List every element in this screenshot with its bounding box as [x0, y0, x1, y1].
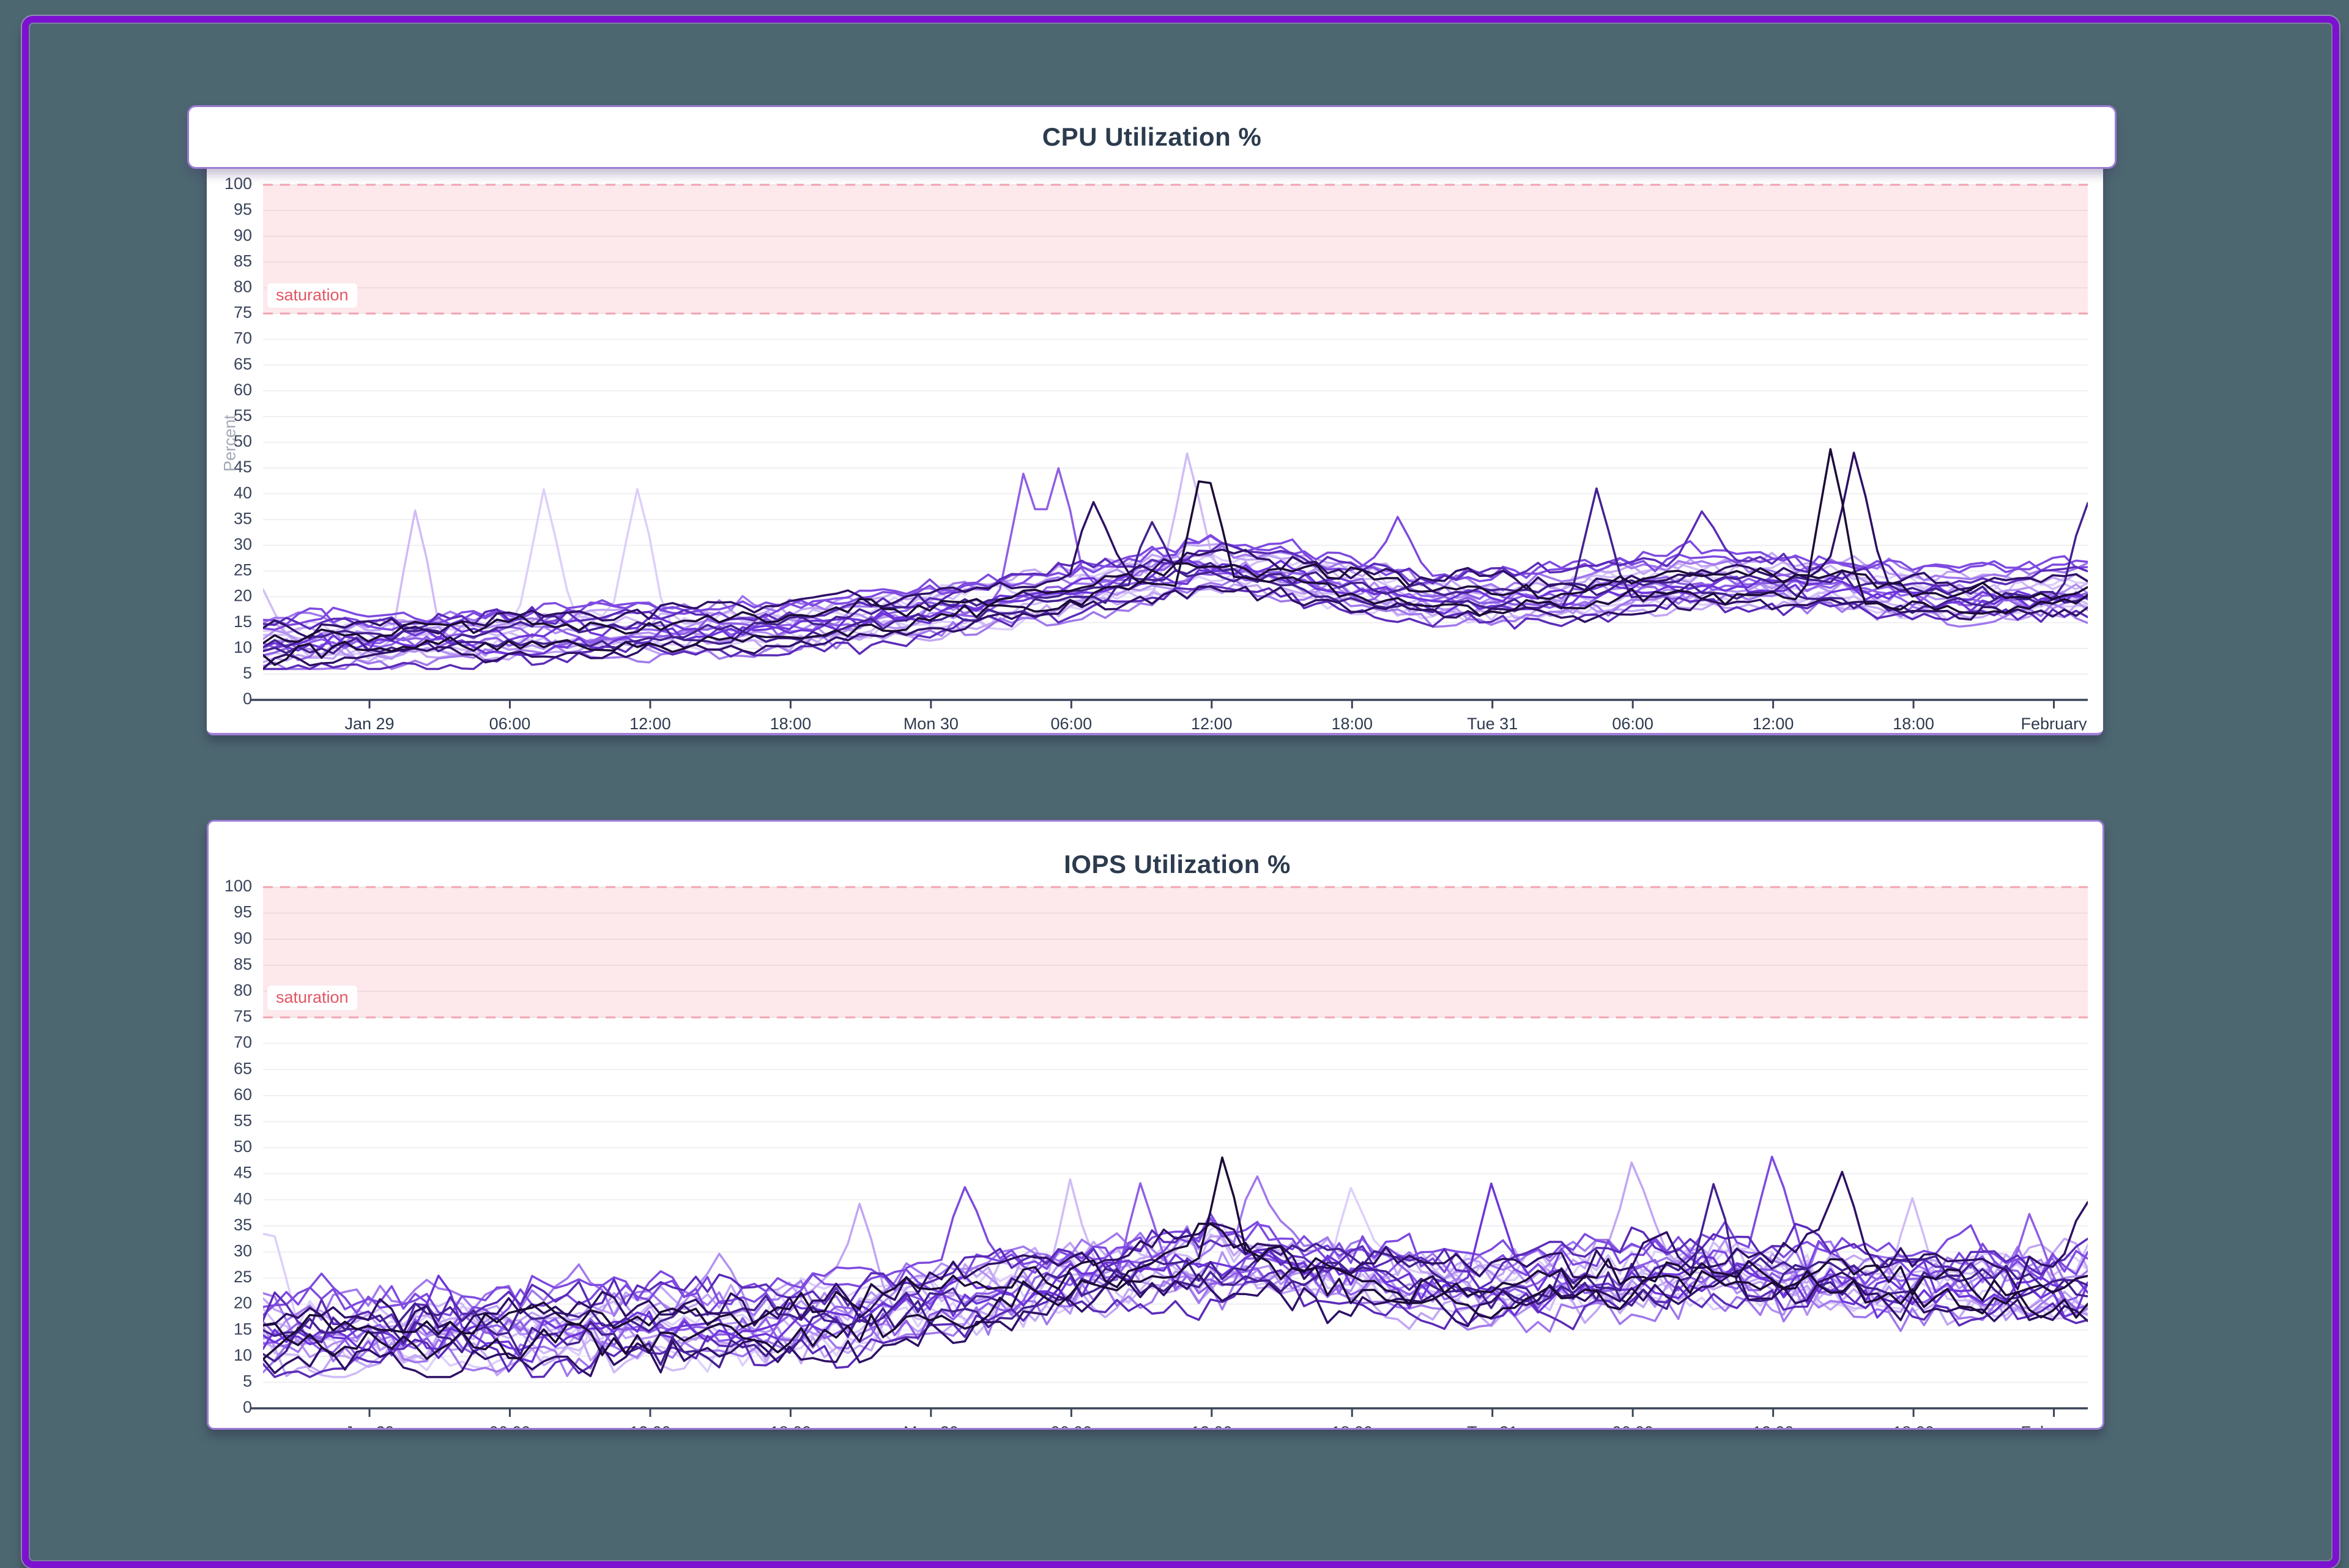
svg-text:06:00: 06:00	[1051, 715, 1093, 730]
svg-text:100: 100	[225, 877, 252, 895]
svg-text:25: 25	[234, 1268, 252, 1286]
svg-text:90: 90	[234, 226, 252, 244]
iops-saturation-label: saturation	[267, 986, 357, 1010]
svg-text:45: 45	[234, 458, 252, 476]
iops-panel[interactable]: IOPS Utilization % 0 5 10 15 20 25 30 35 40 45 50 5…	[207, 820, 2104, 1430]
cpu-panel[interactable]: 0 5 10 15 20 25 30 35 40 45 50 55 60 65 70 75 80 85 90 95 10…	[207, 135, 2103, 735]
svg-text:06:00: 06:00	[1612, 1423, 1653, 1428]
svg-text:95: 95	[234, 200, 252, 218]
cpu-y-axis-label: Percent	[220, 414, 239, 472]
svg-text:30: 30	[234, 535, 252, 554]
svg-text:55: 55	[234, 406, 252, 425]
svg-text:70: 70	[234, 329, 252, 347]
svg-text:75: 75	[234, 303, 252, 322]
svg-text:18:00: 18:00	[1331, 715, 1373, 730]
svg-text:06:00: 06:00	[1051, 1423, 1093, 1428]
svg-text:February: February	[2021, 715, 2088, 730]
svg-text:Tue 31: Tue 31	[1467, 715, 1518, 730]
iops-panel-title: IOPS Utilization %	[1064, 850, 1291, 879]
svg-text:12:00: 12:00	[629, 715, 671, 730]
svg-text:06:00: 06:00	[1612, 715, 1653, 730]
svg-text:February: February	[2021, 1423, 2088, 1428]
svg-text:40: 40	[234, 483, 252, 502]
iops-chart-plot[interactable]: 0 5 10 15 20 25 30 35 40 45 50 55 60 65 70 75 80 85 90 95 10…	[209, 822, 2102, 1428]
svg-text:0: 0	[243, 689, 252, 708]
svg-text:70: 70	[234, 1033, 252, 1052]
svg-text:35: 35	[234, 1216, 252, 1234]
cpu-saturation-label: saturation	[267, 283, 357, 308]
svg-text:65: 65	[234, 1059, 252, 1077]
svg-text:10: 10	[234, 1346, 252, 1364]
svg-text:18:00: 18:00	[1331, 1423, 1373, 1428]
svg-text:10: 10	[234, 638, 252, 656]
svg-text:55: 55	[234, 1112, 252, 1130]
svg-text:65: 65	[234, 355, 252, 373]
svg-text:18:00: 18:00	[770, 1423, 812, 1428]
svg-text:85: 85	[234, 955, 252, 973]
svg-text:12:00: 12:00	[1753, 1423, 1794, 1428]
svg-text:80: 80	[234, 278, 252, 296]
svg-text:18:00: 18:00	[1893, 715, 1934, 730]
svg-text:85: 85	[234, 251, 252, 270]
svg-text:Jan 29: Jan 29	[344, 1423, 394, 1428]
svg-text:12:00: 12:00	[1753, 715, 1794, 730]
svg-text:Mon 30: Mon 30	[904, 715, 959, 730]
svg-text:Jan 29: Jan 29	[344, 715, 394, 730]
svg-text:80: 80	[234, 981, 252, 1000]
svg-text:06:00: 06:00	[489, 715, 531, 730]
svg-text:60: 60	[234, 381, 252, 399]
svg-text:Tue 31: Tue 31	[1467, 1423, 1518, 1428]
svg-text:50: 50	[234, 432, 252, 450]
svg-text:20: 20	[234, 587, 252, 605]
svg-text:45: 45	[234, 1164, 252, 1182]
svg-text:12:00: 12:00	[1191, 1423, 1233, 1428]
svg-text:15: 15	[234, 1320, 252, 1338]
svg-text:35: 35	[234, 509, 252, 527]
svg-text:40: 40	[234, 1189, 252, 1208]
svg-text:30: 30	[234, 1242, 252, 1260]
svg-text:20: 20	[234, 1294, 252, 1312]
cpu-panel-header[interactable]: CPU Utilization %	[187, 105, 2117, 169]
svg-text:12:00: 12:00	[1191, 715, 1233, 730]
svg-text:18:00: 18:00	[1893, 1423, 1934, 1428]
svg-text:18:00: 18:00	[770, 715, 812, 730]
svg-text:90: 90	[234, 929, 252, 947]
svg-text:15: 15	[234, 612, 252, 631]
svg-text:5: 5	[243, 1372, 252, 1391]
svg-text:0: 0	[243, 1398, 252, 1416]
svg-text:100: 100	[225, 174, 252, 193]
svg-text:60: 60	[234, 1085, 252, 1104]
cpu-panel-title: CPU Utilization %	[1042, 122, 1262, 151]
svg-text:Mon 30: Mon 30	[904, 1423, 959, 1428]
svg-text:5: 5	[243, 664, 252, 682]
svg-text:50: 50	[234, 1137, 252, 1156]
cpu-chart-plot[interactable]: 0 5 10 15 20 25 30 35 40 45 50 55 60 65 70 75 80 85 90 95 10…	[207, 135, 2103, 730]
svg-text:95: 95	[234, 903, 252, 921]
svg-text:75: 75	[234, 1007, 252, 1025]
svg-text:25: 25	[234, 561, 252, 579]
svg-text:12:00: 12:00	[629, 1423, 671, 1428]
svg-text:06:00: 06:00	[489, 1423, 531, 1428]
